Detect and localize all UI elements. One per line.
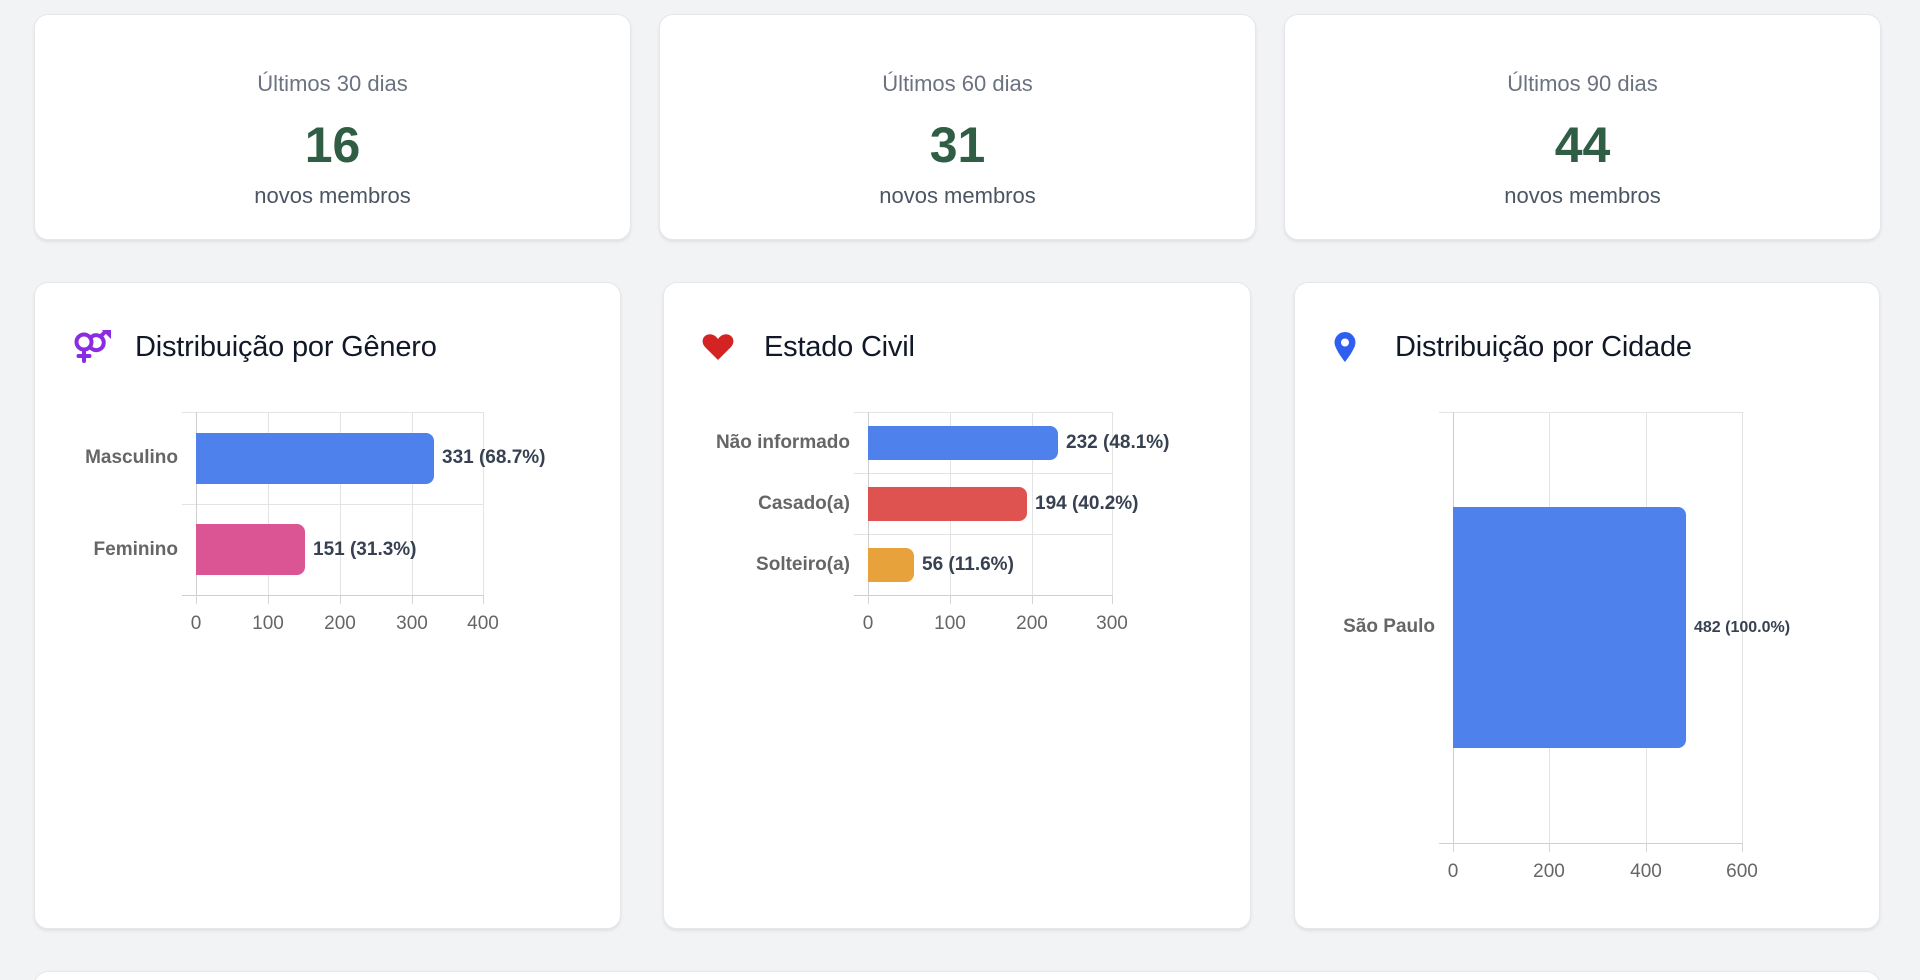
x-tick-label: 400 xyxy=(1630,861,1662,882)
tick-mark xyxy=(1646,843,1647,852)
grid-line xyxy=(854,534,1113,535)
x-tick-label: 200 xyxy=(1016,613,1048,634)
chart-title: Estado Civil xyxy=(764,330,915,363)
value-label: 194 (40.2%) xyxy=(1035,493,1139,514)
x-tick-label: 200 xyxy=(1533,861,1565,882)
value-label: 232 (48.1%) xyxy=(1066,432,1170,453)
stat-value: 31 xyxy=(929,117,986,173)
city-bar-chart: São Paulo 482 (100.0%) 0 200 400 600 xyxy=(1343,412,1790,882)
tick-mark xyxy=(868,595,869,604)
chart-header: Estado Civil xyxy=(702,327,915,367)
stat-caption: novos membros xyxy=(879,183,1036,208)
category-label: Solteiro(a) xyxy=(756,554,850,575)
stat-card-30-days: Últimos 30 dias 16 novos membros xyxy=(34,14,631,240)
stat-value: 44 xyxy=(1554,117,1611,173)
grid-line xyxy=(268,412,269,595)
x-axis-line xyxy=(1439,843,1743,844)
gender-chart-card: Distribuição por Gênero Masculino Femini… xyxy=(34,282,621,929)
category-label: Masculino xyxy=(85,447,178,468)
chart-header: Distribuição por Cidade xyxy=(1333,327,1692,367)
chart-title: Distribuição por Cidade xyxy=(1395,330,1692,363)
tick-mark xyxy=(1112,595,1113,604)
value-label: 482 (100.0%) xyxy=(1694,619,1791,636)
grid-line xyxy=(182,412,484,413)
x-tick-label: 400 xyxy=(467,613,499,634)
stat-period-label: Últimos 90 dias xyxy=(1507,71,1658,96)
gender-bar-chart: Masculino Feminino 331 (68.7%) 151 (31.3… xyxy=(85,412,546,634)
value-label: 151 (31.3%) xyxy=(313,539,417,560)
x-tick-label: 300 xyxy=(396,613,428,634)
stat-card-60-days: Últimos 60 dias 31 novos membros xyxy=(659,14,1256,240)
grid-line xyxy=(1439,412,1743,413)
heart-icon xyxy=(702,327,742,367)
x-tick-label: 100 xyxy=(934,613,966,634)
tick-mark xyxy=(950,595,951,604)
bar-solteiro[interactable] xyxy=(868,548,914,582)
bottom-card xyxy=(34,971,1880,980)
stat-card-90-days: Últimos 90 dias 44 novos membros xyxy=(1284,14,1881,240)
value-label: 56 (11.6%) xyxy=(922,554,1014,575)
tick-mark xyxy=(1742,843,1743,852)
bar-sao-paulo[interactable] xyxy=(1453,507,1686,748)
x-tick-label: 200 xyxy=(324,613,356,634)
grid-line xyxy=(412,412,413,595)
bar-masculino[interactable] xyxy=(196,433,434,484)
x-tick-label: 300 xyxy=(1096,613,1128,634)
x-tick-label: 0 xyxy=(862,613,874,634)
map-pin-icon xyxy=(1333,327,1373,367)
tick-mark xyxy=(1453,843,1454,852)
category-label: São Paulo xyxy=(1343,616,1435,637)
grid-line xyxy=(1742,412,1743,843)
x-axis-line xyxy=(854,595,1113,596)
x-tick-label: 100 xyxy=(252,613,284,634)
grid-line xyxy=(1032,412,1033,595)
y-axis-line xyxy=(196,412,197,595)
grid-line xyxy=(340,412,341,595)
stat-period-label: Últimos 30 dias xyxy=(257,71,408,96)
grid-line xyxy=(854,473,1113,474)
x-tick-label: 0 xyxy=(1447,861,1459,882)
chart-title: Distribuição por Gênero xyxy=(135,330,437,363)
x-axis-line xyxy=(182,595,484,596)
tick-mark xyxy=(1549,843,1550,852)
bar-nao-informado[interactable] xyxy=(868,426,1058,460)
grid-line xyxy=(483,412,484,595)
tick-mark xyxy=(196,595,197,604)
venus-mars-icon xyxy=(73,327,113,367)
grid-line xyxy=(1112,412,1113,595)
civil-status-chart-card: Estado Civil Não informado Casado(a) Sol… xyxy=(663,282,1251,929)
grid-line xyxy=(854,412,1113,413)
tick-mark xyxy=(1032,595,1033,604)
city-chart-card: Distribuição por Cidade São Paulo 482 (1… xyxy=(1294,282,1880,929)
bar-casado[interactable] xyxy=(868,487,1027,521)
stat-caption: novos membros xyxy=(1504,183,1661,208)
category-label: Feminino xyxy=(93,539,178,560)
tick-mark xyxy=(268,595,269,604)
x-tick-label: 600 xyxy=(1726,861,1758,882)
bar-feminino[interactable] xyxy=(196,524,305,575)
chart-header: Distribuição por Gênero xyxy=(73,327,437,367)
stat-value: 16 xyxy=(304,117,361,173)
tick-mark xyxy=(483,595,484,604)
category-label: Casado(a) xyxy=(758,493,850,514)
civil-status-bar-chart: Não informado Casado(a) Solteiro(a) 232 … xyxy=(716,412,1170,634)
tick-mark xyxy=(412,595,413,604)
grid-line xyxy=(182,504,484,505)
value-label: 331 (68.7%) xyxy=(442,447,546,468)
tick-mark xyxy=(340,595,341,604)
stat-period-label: Últimos 60 dias xyxy=(882,71,1033,96)
category-label: Não informado xyxy=(715,432,850,453)
stat-caption: novos membros xyxy=(254,183,411,208)
x-tick-label: 0 xyxy=(190,613,202,634)
